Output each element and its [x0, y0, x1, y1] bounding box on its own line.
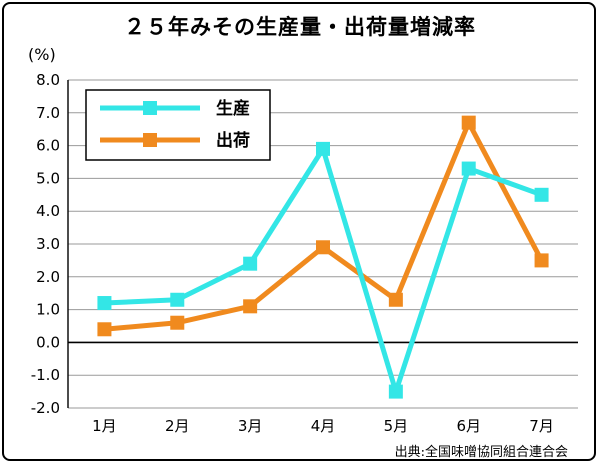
data-point: [243, 256, 258, 271]
data-point: [97, 296, 112, 311]
x-tick-label: 2月: [165, 417, 190, 435]
x-tick-label: 4月: [311, 417, 336, 435]
legend-label: 生産: [216, 98, 250, 119]
source-note: 出典:全国味噌協同組合連合会: [395, 444, 568, 460]
y-tick-label: 2.0: [36, 268, 60, 286]
data-point: [534, 253, 549, 268]
data-point: [388, 292, 403, 307]
data-point: [461, 115, 476, 130]
chart-frame: [2, 2, 596, 461]
legend-swatch-marker: [143, 101, 157, 115]
x-axis-ticks: 1月 2月 3月 4月 5月 6月 7月: [92, 417, 554, 435]
y-tick-label: 7.0: [36, 104, 60, 122]
y-tick-label: -2.0: [31, 399, 60, 417]
series-production: [97, 141, 549, 399]
series-line: [104, 146, 543, 395]
y-tick-label: 3.0: [36, 235, 60, 253]
legend-swatch-marker: [143, 133, 157, 147]
y-tick-label: 4.0: [36, 202, 60, 220]
y-axis-unit: (%): [28, 45, 56, 64]
chart-title: ２５年みその生産量・出荷量増減率: [124, 15, 476, 39]
y-tick-label: 6.0: [36, 137, 60, 155]
data-point: [388, 384, 403, 399]
y-tick-label: 5.0: [36, 169, 60, 187]
legend-box: [85, 89, 271, 161]
x-tick-label: 3月: [238, 417, 263, 435]
data-point: [97, 322, 112, 337]
legend-item: 出荷: [100, 130, 250, 151]
data-point: [170, 315, 185, 330]
data-point: [170, 292, 185, 307]
y-tick-label: -1.0: [31, 366, 60, 384]
y-tick-label: 8.0: [36, 71, 60, 89]
x-tick-label: 5月: [384, 417, 409, 435]
legend-item: 生産: [100, 98, 250, 119]
x-tick-label: 1月: [92, 417, 117, 435]
y-tick-label: 0.0: [36, 333, 60, 351]
x-tick-label: 7月: [529, 417, 554, 435]
data-point: [243, 299, 258, 314]
y-axis-ticks: 8.0 7.0 6.0 5.0 4.0 3.0 2.0 1.0 0.0 -1.0 -2.0: [31, 71, 60, 417]
data-point: [534, 187, 549, 202]
data-point: [316, 240, 330, 255]
x-tick-label: 6月: [456, 417, 481, 435]
y-tick-label: 1.0: [36, 301, 60, 319]
series-shipment: [97, 115, 549, 337]
data-point: [316, 141, 330, 156]
legend-label: 出荷: [216, 130, 250, 151]
data-point: [461, 161, 476, 176]
series-group: [97, 115, 549, 399]
